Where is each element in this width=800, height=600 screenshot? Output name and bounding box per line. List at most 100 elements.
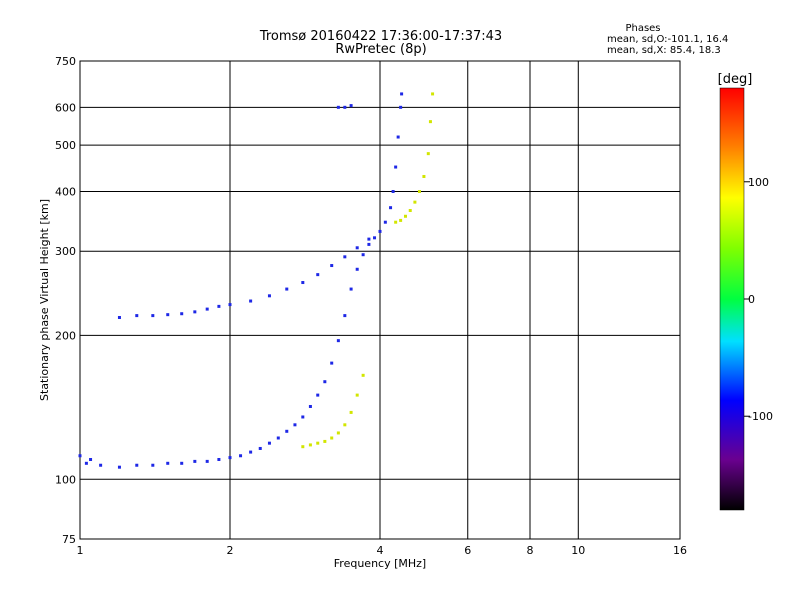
data-point bbox=[343, 255, 347, 259]
y-tick-label: 400 bbox=[55, 185, 76, 198]
x-tick-label: 2 bbox=[227, 544, 234, 557]
data-point bbox=[426, 152, 430, 156]
y-tick-label: 600 bbox=[55, 101, 76, 114]
colorbar-label: [deg] bbox=[718, 72, 753, 87]
data-point bbox=[228, 456, 232, 460]
data-point bbox=[258, 446, 262, 450]
data-point bbox=[180, 461, 184, 465]
data-point bbox=[428, 120, 432, 124]
data-point bbox=[396, 135, 400, 139]
data-point bbox=[349, 410, 353, 414]
data-point bbox=[217, 457, 221, 461]
data-point bbox=[217, 304, 221, 308]
data-point bbox=[135, 314, 139, 318]
data-point bbox=[285, 429, 289, 433]
data-point bbox=[336, 431, 340, 435]
data-point bbox=[343, 314, 347, 318]
data-point bbox=[367, 237, 371, 241]
data-point bbox=[413, 200, 417, 204]
data-point bbox=[431, 92, 435, 96]
data-point bbox=[422, 174, 426, 178]
x-tick-label: 16 bbox=[673, 544, 687, 557]
data-point bbox=[267, 294, 271, 298]
data-point bbox=[293, 423, 297, 427]
data-point bbox=[117, 465, 121, 469]
chart-title: Tromsø 20160422 17:36:00-17:37:43 bbox=[259, 29, 502, 44]
data-point bbox=[389, 206, 393, 210]
stats-x-line: mean, sd,X: 85.4, 18.3 bbox=[607, 45, 721, 56]
data-point bbox=[228, 303, 232, 307]
data-point bbox=[378, 229, 382, 233]
data-point bbox=[349, 287, 353, 291]
y-tick-label: 75 bbox=[62, 533, 76, 546]
data-point bbox=[330, 361, 334, 365]
colorbar bbox=[720, 88, 744, 510]
stats-o-line: mean, sd,O:-101.1, 16.4 bbox=[607, 34, 728, 45]
x-tick-label: 8 bbox=[527, 544, 534, 557]
data-point bbox=[394, 220, 398, 224]
grid-lines bbox=[80, 61, 680, 539]
data-point bbox=[285, 287, 289, 291]
plot-frame bbox=[79, 60, 681, 540]
data-point bbox=[391, 189, 395, 193]
data-point bbox=[276, 436, 280, 440]
x-axis-label: Frequency [MHz] bbox=[334, 557, 426, 570]
data-point bbox=[135, 463, 139, 467]
data-point bbox=[249, 299, 253, 303]
data-point bbox=[403, 214, 407, 218]
colorbar-ticks: 100 0 -100 bbox=[744, 176, 773, 423]
data-point bbox=[330, 264, 334, 268]
data-point bbox=[361, 253, 365, 257]
data-point bbox=[349, 104, 353, 108]
data-point bbox=[99, 463, 103, 467]
data-point bbox=[151, 314, 155, 318]
data-point bbox=[205, 459, 209, 463]
data-point bbox=[308, 443, 312, 447]
data-point bbox=[180, 312, 184, 316]
data-point bbox=[323, 380, 327, 384]
data-point bbox=[394, 165, 398, 169]
y-tick-label: 500 bbox=[55, 139, 76, 152]
data-point bbox=[308, 404, 312, 408]
x-tick-label: 4 bbox=[377, 544, 384, 557]
data-point bbox=[383, 220, 387, 224]
data-point bbox=[316, 273, 320, 277]
colorbar-tick-label: 0 bbox=[748, 293, 755, 306]
data-point bbox=[78, 454, 82, 458]
y-tick-label: 200 bbox=[55, 329, 76, 342]
data-point bbox=[193, 310, 197, 314]
data-point bbox=[316, 393, 320, 397]
y-tick-label: 300 bbox=[55, 245, 76, 258]
y-axis-label: Stationary phase Virtual Height [km] bbox=[38, 199, 51, 401]
x-axis-ticks: 1 2 4 6 8 10 16 bbox=[77, 544, 688, 557]
data-point bbox=[193, 459, 197, 463]
data-point bbox=[367, 242, 371, 246]
x-tick-label: 6 bbox=[464, 544, 471, 557]
data-points bbox=[78, 92, 435, 469]
data-point bbox=[417, 189, 421, 193]
y-tick-label: 100 bbox=[55, 473, 76, 486]
chart-subtitle: RwPretec (8p) bbox=[335, 42, 426, 57]
data-point bbox=[301, 281, 305, 285]
data-point bbox=[330, 436, 334, 440]
x-tick-label: 1 bbox=[77, 544, 84, 557]
data-point bbox=[336, 105, 340, 109]
data-point bbox=[355, 267, 359, 271]
data-point bbox=[361, 373, 365, 377]
data-point bbox=[323, 439, 327, 443]
data-point bbox=[117, 315, 121, 319]
data-point bbox=[151, 463, 155, 467]
data-point bbox=[399, 105, 403, 109]
stats-heading: Phases bbox=[625, 23, 660, 34]
data-point bbox=[373, 236, 377, 240]
x-tick-label: 10 bbox=[571, 544, 585, 557]
data-point bbox=[166, 461, 170, 465]
colorbar-tick-label: 100 bbox=[748, 176, 769, 189]
data-point bbox=[301, 445, 305, 449]
data-point bbox=[205, 307, 209, 311]
data-point bbox=[239, 454, 243, 458]
data-point bbox=[336, 339, 340, 343]
data-point bbox=[89, 457, 93, 461]
data-point bbox=[316, 441, 320, 445]
data-point bbox=[399, 218, 403, 222]
